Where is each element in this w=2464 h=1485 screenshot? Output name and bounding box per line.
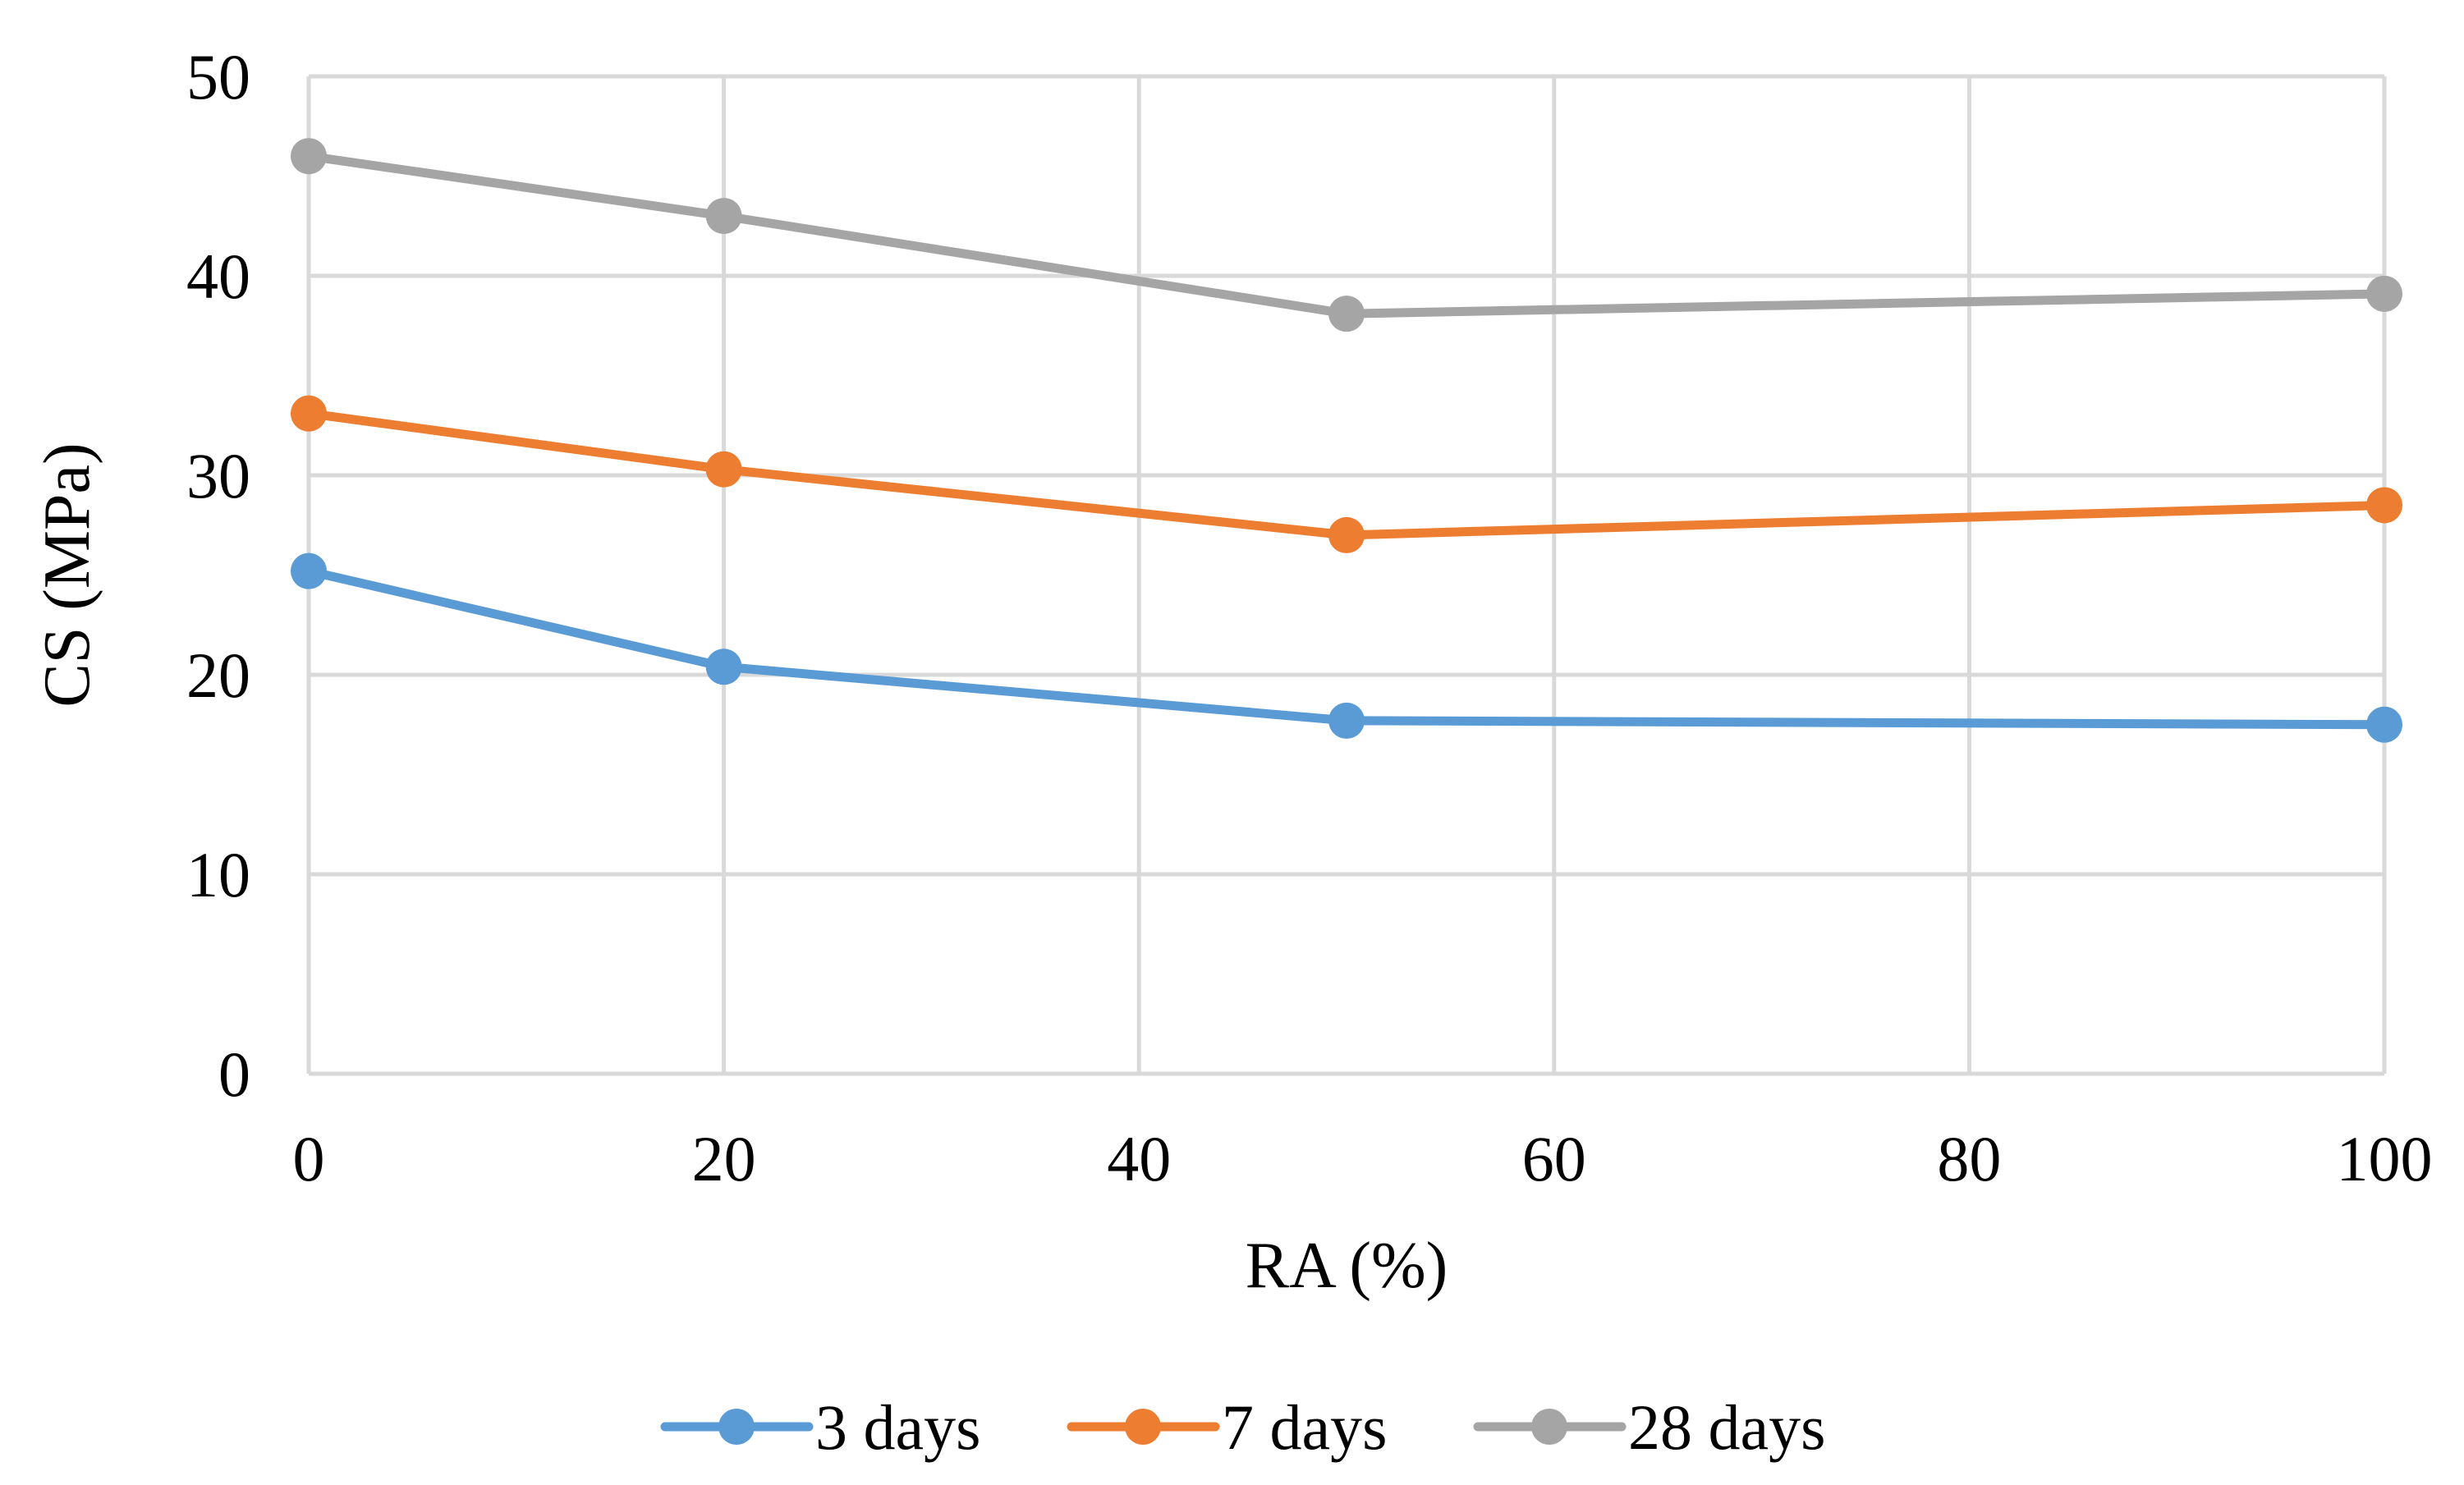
data-point bbox=[1328, 516, 1365, 553]
series-line bbox=[304, 566, 2389, 730]
x-tick-label: 0 bbox=[293, 1123, 325, 1194]
tick-labels: 0 10 20 30 40 50 0 20 40 60 80 100 bbox=[186, 41, 2433, 1194]
series bbox=[291, 138, 2402, 743]
series-28-days bbox=[291, 138, 2402, 332]
data-point bbox=[2366, 487, 2402, 524]
x-axis-title: RA (%) bbox=[1246, 1230, 1448, 1302]
x-tick-label: 80 bbox=[1937, 1123, 2001, 1194]
data-point bbox=[1328, 296, 1365, 332]
y-tick-label: 10 bbox=[186, 839, 250, 910]
legend: 3 days 7 days 28 days bbox=[660, 1391, 1825, 1463]
x-tick-label: 60 bbox=[1522, 1123, 1586, 1194]
series-line bbox=[304, 409, 2389, 540]
data-point bbox=[291, 138, 327, 175]
series-7-days bbox=[291, 395, 2402, 553]
data-point bbox=[705, 649, 742, 685]
y-tick-label: 40 bbox=[186, 241, 250, 312]
legend-marker bbox=[1531, 1409, 1567, 1445]
data-point bbox=[291, 395, 327, 432]
legend-item: 3 days bbox=[660, 1391, 980, 1463]
y-tick-label: 0 bbox=[218, 1038, 250, 1110]
y-tick-label: 50 bbox=[186, 41, 250, 112]
legend-label: 28 days bbox=[1628, 1391, 1825, 1463]
legend-marker bbox=[1125, 1409, 1161, 1445]
x-tick-label: 20 bbox=[692, 1123, 756, 1194]
data-point bbox=[291, 552, 327, 589]
data-point bbox=[2366, 275, 2402, 312]
axes bbox=[306, 76, 2384, 1076]
data-point bbox=[705, 198, 742, 235]
legend-item: 7 days bbox=[1067, 1391, 1387, 1463]
x-tick-label: 100 bbox=[2337, 1123, 2433, 1194]
legend-item: 28 days bbox=[1473, 1391, 1825, 1463]
y-tick-label: 30 bbox=[186, 440, 250, 511]
data-point bbox=[2366, 706, 2402, 743]
y-tick-label: 20 bbox=[186, 639, 250, 711]
data-point bbox=[1328, 702, 1365, 739]
x-tick-label: 40 bbox=[1107, 1123, 1171, 1194]
legend-marker bbox=[718, 1409, 755, 1445]
legend-label: 3 days bbox=[815, 1391, 980, 1463]
data-point bbox=[705, 451, 742, 488]
y-axis-title: CS (MPa) bbox=[31, 442, 103, 707]
legend-label: 7 days bbox=[1222, 1391, 1387, 1463]
grid bbox=[309, 74, 2387, 1074]
series-line bbox=[304, 151, 2389, 319]
series-3-days bbox=[291, 552, 2402, 743]
